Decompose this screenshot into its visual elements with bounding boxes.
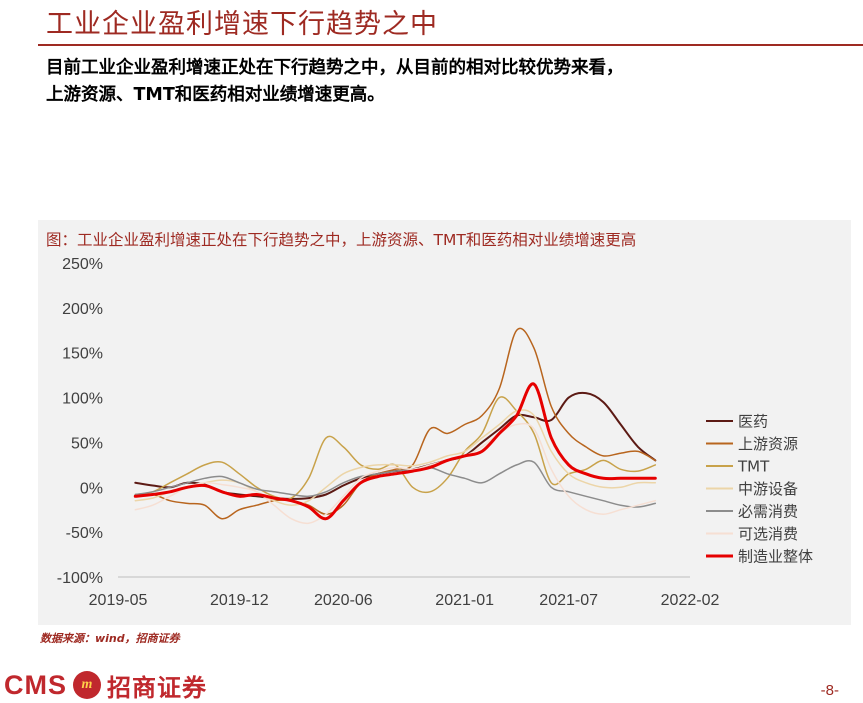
y-tick-label: 150% — [62, 346, 103, 363]
title-divider — [38, 44, 863, 46]
y-tick-label: 50% — [71, 435, 103, 452]
legend-label: 制造业整体 — [738, 548, 813, 566]
chart-title: 图：工业企业盈利增速正处在下行趋势之中，上游资源、TMT和医药相对业绩增速更高 — [46, 231, 637, 249]
series-line-4 — [134, 459, 657, 508]
summary-line-1: 目前工业企业盈利增速正处在下行趋势之中，从目前的相对比较优势来看， — [46, 58, 624, 78]
y-tick-label: 200% — [62, 301, 103, 318]
x-tick-label: 2021-01 — [435, 592, 494, 609]
page-number: -8- — [820, 682, 839, 699]
x-tick-label: 2019-12 — [210, 592, 269, 609]
summary-text: 目前工业企业盈利增速正处在下行趋势之中，从目前的相对比较优势来看， 上游资源、T… — [46, 55, 863, 109]
summary-line-2: 上游资源、TMT和医药相对业绩增速更高。 — [46, 85, 385, 105]
legend-label: 中游设备 — [738, 480, 798, 498]
y-tick-label: -100% — [57, 570, 103, 587]
legend-label: TMT — [737, 458, 770, 476]
x-tick-label: 2021-07 — [539, 592, 598, 609]
series-line-3 — [134, 409, 657, 506]
y-tick-label: 0% — [80, 480, 103, 497]
legend-label: 必需消费 — [738, 503, 798, 521]
logo-emblem-icon: m — [73, 671, 101, 699]
y-tick-label: 250% — [62, 256, 103, 273]
series-line-5 — [134, 422, 657, 525]
cms-logo: CMS m 招商证券 — [4, 668, 207, 702]
legend-label: 医药 — [738, 413, 768, 431]
logo-latin-text: CMS — [4, 669, 67, 700]
data-source-note: 数据来源：wind，招商证券 — [40, 632, 180, 645]
logo-chinese-text: 招商证券 — [107, 672, 207, 702]
x-tick-label: 2020-06 — [314, 592, 373, 609]
x-tick-label: 2022-02 — [661, 592, 720, 609]
y-tick-label: -50% — [66, 525, 103, 542]
series-line-1 — [134, 327, 657, 520]
legend-label: 可选消费 — [738, 525, 798, 543]
series-line-6 — [133, 382, 657, 521]
legend-label: 上游资源 — [738, 435, 798, 453]
x-tick-label: 2019-05 — [89, 592, 148, 609]
y-tick-label: 100% — [62, 391, 103, 408]
page-title: 工业企业盈利增速下行趋势之中 — [46, 9, 438, 40]
logo-emblem-letter: m — [81, 677, 93, 692]
